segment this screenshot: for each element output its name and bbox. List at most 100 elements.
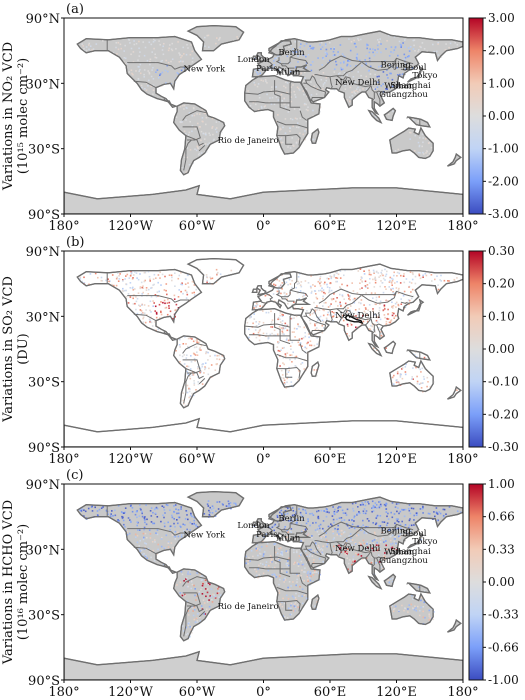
y-tick-label: 30°N [26,77,60,92]
country-borders [106,505,421,637]
y-axis-label-line1: Variations in NO₂ VCD [1,42,16,191]
colorbar-tick-label: -0.10 [488,375,519,389]
x-tick-label: 180° [48,685,79,700]
x-tick-label: 180° [447,219,478,234]
colorbar-tick-label: -2.00 [488,174,519,188]
city-label: Shanghai [390,547,431,557]
city-label: Shanghai [390,81,431,91]
y-axis-label-line1: Variations in HCHO VCD [1,500,16,665]
colorbar-tick-label: -0.33 [488,608,519,622]
x-tick-label: 60°E [314,452,347,467]
city-label: London [237,55,270,65]
colorbar-tick-label: 0.30 [488,244,515,258]
new-delhi-outline [344,314,364,325]
x-tick-label: 60°W [179,219,216,234]
y-tick-label: 90°N [26,478,60,493]
city-label: Milan [276,68,301,78]
y-tick-label: 90°N [26,12,60,27]
city-label: New Delhi [335,78,380,88]
colorbar-tick-label: 0.20 [488,277,515,291]
country-borders [106,272,421,404]
x-tick-label: 180° [447,685,478,700]
city-label: Seoul [402,529,426,539]
city-label: Beijing [381,527,412,537]
colorbar-tick-label: -3.00 [488,207,519,221]
x-tick-label: 120°W [108,452,153,467]
city-label: Rio de Janeiro [218,136,279,146]
colorbar-tick-label: -0.20 [488,407,519,421]
panel-b: New Delhi 180° 120°W 60°W 0° 60°E 120°E 180° 90°… [0,233,525,467]
city-label: Guangzhou [379,90,428,100]
city-label: New Delhi [335,544,380,554]
x-tick-label: 120°E [376,685,417,700]
colorbar-tick-label: 0.10 [488,309,515,323]
y-tick-label: 30°N [26,543,60,558]
x-tick-label: 60°E [314,219,347,234]
x-tick-label: 180° [48,452,79,467]
y-tick-label: 30°S [28,376,60,391]
y-tick-label: 90°N [26,245,60,260]
country-borders [106,39,421,171]
y-axis-label-line2: (DU) [16,333,31,365]
colorbar-tick-label: 1.00 [488,477,515,491]
x-tick-label: 180° [447,452,478,467]
city-label: Tokyo [412,71,437,81]
panel-label: (c) [66,468,83,483]
city-label: Wuhan [384,548,414,558]
panel-c: Berlin London Paris Milan New York Beijing Seo… [0,466,525,700]
city-label: Rio de Janeiro [218,602,279,612]
city-labels: New Delhi [335,311,380,321]
colorbar [468,17,484,215]
city-label: Paris [256,64,278,74]
x-tick-label: 120°W [108,219,153,234]
y-tick-label: 30°S [28,143,60,158]
x-tick-label: 60°W [179,685,216,700]
x-tick-label: 180° [48,219,79,234]
colorbar-tick-label: -0.66 [488,640,519,654]
x-tick-label: 120°W [108,685,153,700]
colorbar-tick-label: 0.33 [488,542,515,556]
city-label: Wuhan [384,82,414,92]
colorbar [468,250,484,448]
city-label: New Delhi [335,311,380,321]
city-label: Berlin [278,514,305,524]
colorbar-tick-label: -1.00 [488,142,519,156]
y-axis-label-line2: (10¹⁶ molec cm⁻²) [16,524,31,640]
city-label: Paris [256,530,278,540]
x-tick-label: 60°W [179,452,216,467]
map-layer [64,257,463,447]
y-axis-label-line1: Variations in SO₂ VCD [1,276,16,423]
city-label: New York [184,65,226,75]
x-tick-label: 0° [256,452,271,467]
colorbar-tick-label: -1.00 [488,673,519,687]
y-tick-label: 90°S [28,441,60,456]
city-label: Guangzhou [379,556,428,566]
panel-label: (b) [66,235,84,250]
colorbar-tick-label: 0.66 [488,510,515,524]
panel-a: Berlin London Paris Milan New York Beijing Seo… [0,0,525,234]
x-tick-label: 120°E [376,452,417,467]
city-label: Seoul [402,63,426,73]
city-label: New York [184,531,226,541]
map-layer [64,24,463,214]
colorbar-tick-label: 1.00 [488,76,515,90]
panel-label: (a) [66,2,84,17]
y-tick-label: 30°N [26,310,60,325]
y-tick-label: 90°S [28,208,60,223]
y-tick-label: 30°S [28,609,60,624]
colorbar-tick-label: 2.00 [488,44,515,58]
map-layer [64,490,463,680]
city-label: Beijing [381,61,412,71]
x-tick-label: 60°E [314,685,347,700]
city-label: Tokyo [412,537,437,547]
colorbar-tick-label: 0.00 [488,575,515,589]
y-axis-label-line2: (10¹⁵ molec cm⁻²) [16,58,31,174]
colorbar [468,483,484,681]
x-tick-label: 120°E [376,219,417,234]
city-label: Berlin [278,48,305,58]
